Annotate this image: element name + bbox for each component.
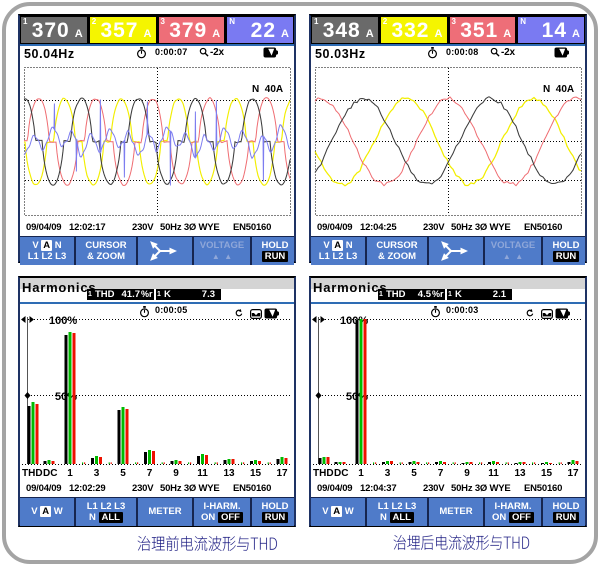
svg-text:7: 7 [438, 468, 444, 479]
svg-text:5: 5 [411, 468, 417, 479]
svg-text:DC: DC [43, 468, 57, 479]
svg-text:100%: 100% [49, 315, 77, 327]
svg-text:17: 17 [276, 468, 288, 479]
svg-text:11: 11 [197, 468, 208, 479]
svg-text:9: 9 [464, 468, 470, 479]
svg-text:THD: THD [22, 468, 43, 479]
svg-text:3: 3 [385, 468, 391, 479]
svg-text:7: 7 [147, 468, 153, 479]
svg-text:N 40A: N 40A [543, 84, 574, 95]
svg-text:DC: DC [334, 468, 348, 479]
svg-text:5: 5 [120, 468, 126, 479]
svg-text:THD: THD [313, 468, 334, 479]
svg-text:1: 1 [67, 468, 73, 479]
svg-text:9: 9 [173, 468, 179, 479]
svg-text:15: 15 [250, 468, 262, 479]
svg-text:3: 3 [94, 468, 100, 479]
svg-text:13: 13 [223, 468, 235, 479]
svg-text:1: 1 [358, 468, 364, 479]
svg-text:15: 15 [541, 468, 553, 479]
svg-text:17: 17 [567, 468, 579, 479]
svg-text:11: 11 [488, 468, 499, 479]
svg-text:N 40A: N 40A [252, 84, 283, 95]
svg-text:13: 13 [514, 468, 526, 479]
